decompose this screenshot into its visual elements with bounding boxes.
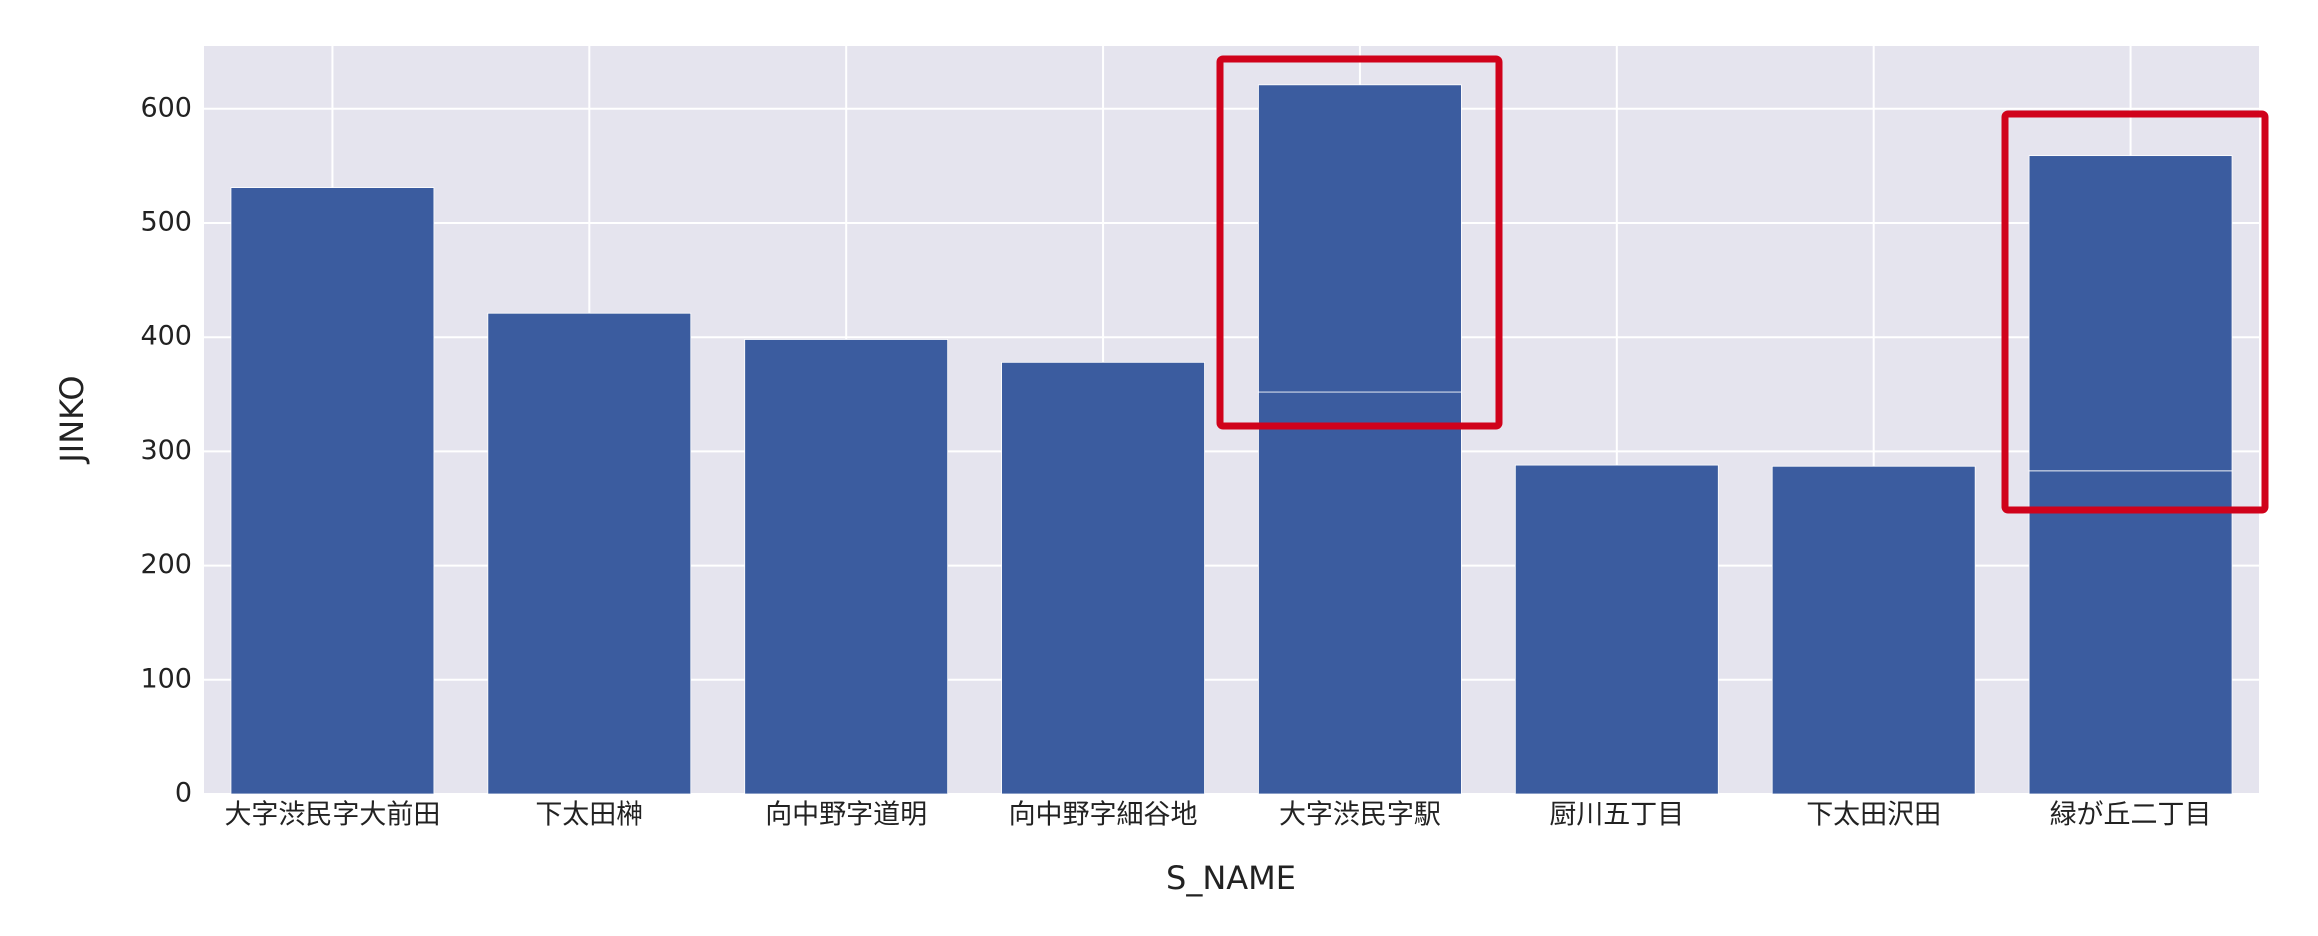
bar xyxy=(1258,84,1462,393)
x-tick-label: 下太田榊 xyxy=(535,800,643,831)
y-tick-label: 200 xyxy=(140,549,192,580)
y-tick-label: 300 xyxy=(140,435,192,466)
highlight-box xyxy=(2001,110,2269,514)
x-tick-label: 大字渋民字駅 xyxy=(1279,800,1441,831)
x-tick-label: 下太田沢田 xyxy=(1806,800,1941,831)
y-tick-label: 400 xyxy=(140,321,192,352)
y-axis-title: JINKO xyxy=(53,375,91,464)
x-tick-label: 向中野字道明 xyxy=(765,800,927,831)
y-tick-label: 0 xyxy=(175,778,192,809)
bar xyxy=(744,339,949,795)
x-axis-title: S_NAME xyxy=(1166,859,1296,897)
bar xyxy=(487,312,692,795)
bar xyxy=(2028,155,2233,472)
x-tick-label: 大字渋民字大前田 xyxy=(224,800,440,831)
y-tick-label: 600 xyxy=(140,92,192,123)
x-tick-label: 厨川五丁目 xyxy=(1549,800,1684,831)
bar xyxy=(1514,464,1719,795)
bar xyxy=(1001,361,1205,795)
bars xyxy=(230,84,2233,795)
bar xyxy=(230,187,435,795)
bar xyxy=(2028,470,2233,795)
x-tick-label: 緑が丘二丁目 xyxy=(2050,800,2212,831)
bar xyxy=(1258,391,1462,795)
y-tick-label: 100 xyxy=(140,663,192,694)
y-tick-label: 500 xyxy=(140,207,192,238)
highlight-box xyxy=(1216,55,1503,430)
bar xyxy=(1771,465,1976,795)
x-tick-label: 向中野字細谷地 xyxy=(1009,800,1198,831)
